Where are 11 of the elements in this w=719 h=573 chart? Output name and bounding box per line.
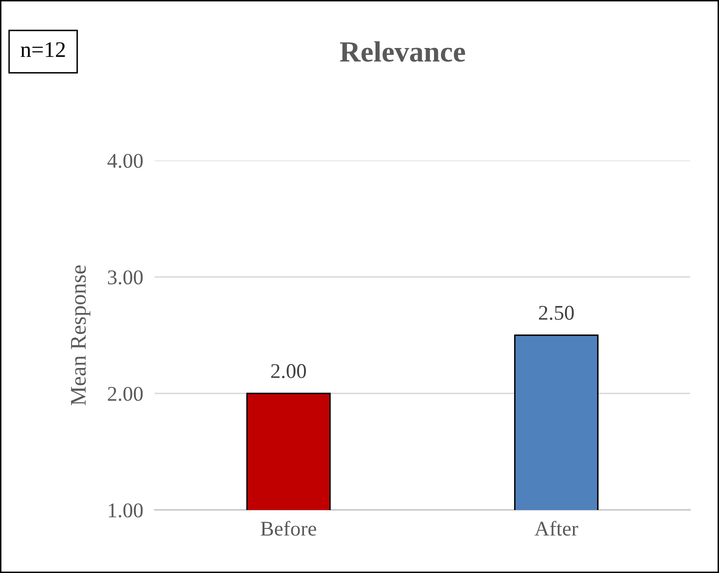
y-tick-label: 1.00 [108,503,143,518]
x-tick-label: Before [260,520,316,536]
chart-title: Relevance [340,41,466,62]
y-tick-label: 2.00 [108,386,143,401]
y-tick-label: 3.00 [108,270,143,284]
y-axis-title: Mean Response [71,265,90,406]
y-tick-label: 4.00 [107,154,143,168]
x-tick-label: After [534,520,578,536]
data-label: 2.00 [271,364,306,378]
data-label: 2.50 [539,306,574,320]
text: n=12 [20,42,65,57]
